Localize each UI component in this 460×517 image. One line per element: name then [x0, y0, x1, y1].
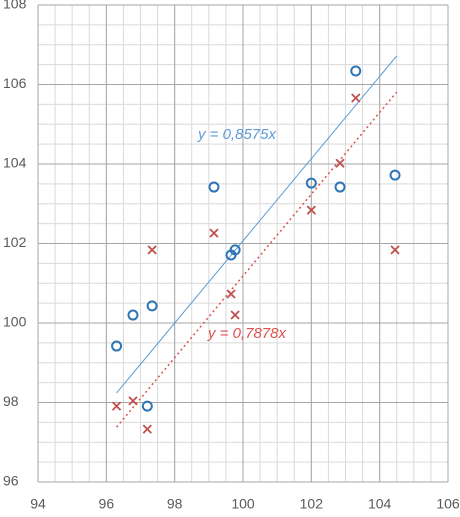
- point: [390, 245, 400, 255]
- x-tick-label: 100: [231, 496, 255, 512]
- y-tick-label: 104: [3, 155, 27, 171]
- y-tick-label: 96: [3, 473, 19, 489]
- point: [128, 396, 138, 406]
- x-tick-label: 106: [436, 496, 460, 512]
- point: [229, 244, 241, 256]
- point: [335, 158, 345, 168]
- y-tick-label: 102: [3, 234, 27, 250]
- x-tick-label: 98: [167, 496, 183, 512]
- point: [209, 228, 219, 238]
- x-tick-label: 102: [300, 496, 324, 512]
- point: [111, 401, 122, 411]
- y-tick-label: 100: [3, 314, 27, 330]
- point: [141, 400, 153, 412]
- point: [147, 245, 157, 255]
- point: [111, 340, 123, 352]
- point: [127, 309, 139, 321]
- point: [208, 181, 220, 193]
- y-tick-label: 106: [3, 75, 27, 91]
- trendline-label: y = 0,8575x: [197, 126, 276, 143]
- point: [226, 289, 236, 299]
- x-tick-label: 94: [30, 496, 46, 512]
- y-tick-label: 108: [3, 0, 27, 12]
- x-tick-label: 96: [99, 496, 115, 512]
- point: [306, 205, 316, 215]
- point: [334, 181, 346, 193]
- point: [305, 177, 317, 189]
- point: [389, 169, 401, 181]
- x-tick-label: 104: [368, 496, 392, 512]
- y-tick-label: 98: [3, 393, 19, 409]
- point: [351, 93, 361, 103]
- point: [350, 65, 362, 77]
- point: [230, 310, 240, 320]
- trendline: [116, 55, 398, 394]
- trendline-label: y = 0,7878x: [207, 325, 286, 342]
- point: [146, 300, 158, 312]
- point: [142, 424, 152, 434]
